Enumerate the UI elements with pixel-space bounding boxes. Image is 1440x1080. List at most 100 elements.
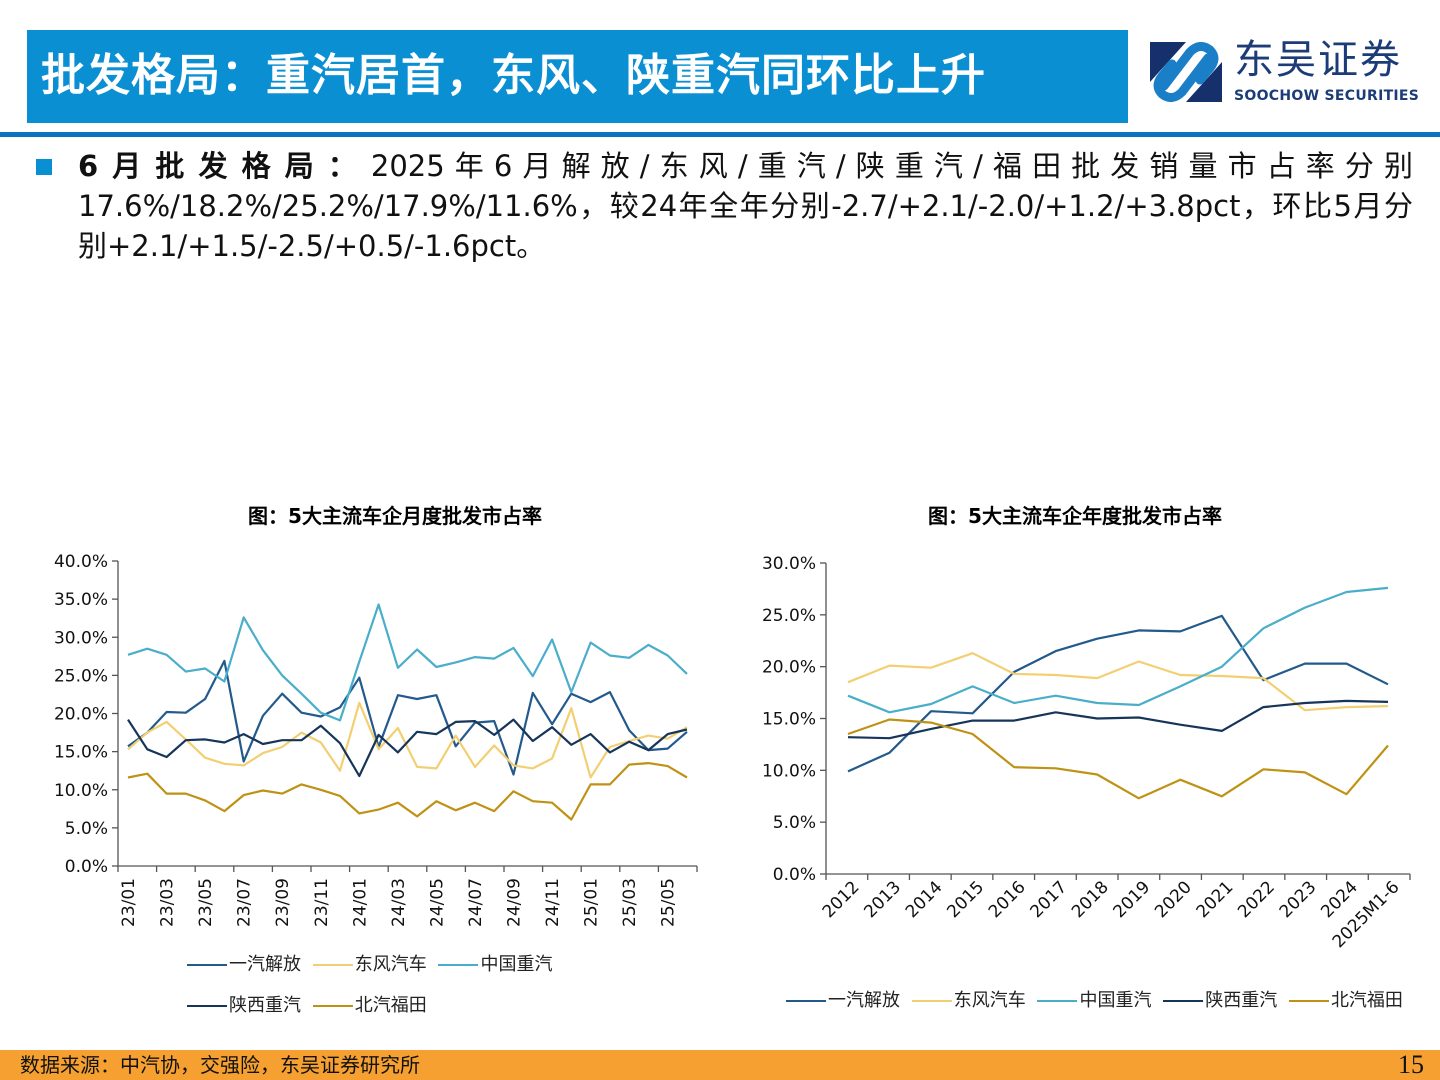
monthly-chart-title: 图：5大主流车企月度批发市占率 bbox=[248, 504, 542, 528]
x-tick-label: 2013 bbox=[860, 877, 905, 922]
y-tick-label: 25.0% bbox=[54, 666, 108, 686]
legend-item-dongfeng: 东风汽车 bbox=[911, 989, 1026, 1013]
legend-item-foton: 北汽福田 bbox=[312, 994, 427, 1018]
x-tick-label: 25/03 bbox=[620, 878, 640, 927]
header-divider bbox=[0, 132, 1440, 137]
y-tick-label: 15.0% bbox=[762, 710, 816, 730]
y-tick-label: 10.0% bbox=[762, 761, 816, 781]
legend-label: 一汽解放 bbox=[229, 954, 301, 975]
legend-swatch bbox=[187, 1005, 227, 1007]
legend-label: 中国重汽 bbox=[480, 954, 553, 975]
logo-mark-icon bbox=[1150, 42, 1222, 102]
y-tick-label: 0.0% bbox=[65, 857, 108, 877]
legend-swatch bbox=[1163, 1000, 1204, 1002]
x-tick-label: 24/07 bbox=[466, 878, 486, 927]
legend-swatch bbox=[312, 1005, 353, 1007]
summary-text: 2025年6月解放/东风/重汽/陕重汽/福田批发销量市占率分别17.6%/18.… bbox=[78, 149, 1413, 263]
legend-item-dongfeng: 东风汽车 bbox=[312, 953, 427, 977]
annual-chart-title: 图：5大主流车企年度批发市占率 bbox=[928, 504, 1222, 528]
legend-item-faw: 一汽解放 bbox=[187, 953, 301, 977]
legend-item-foton: 北汽福田 bbox=[1288, 989, 1403, 1013]
series-line-北汽福田 bbox=[127, 761, 688, 821]
legend-swatch bbox=[438, 964, 479, 966]
x-tick-label: 24/09 bbox=[505, 878, 525, 927]
x-tick-label: 2022 bbox=[1234, 877, 1279, 922]
slide-title: 批发格局：重汽居首，东风、陕重汽同环比上升 bbox=[41, 50, 986, 101]
x-tick-label: 23/05 bbox=[196, 878, 216, 927]
legend-item-shacman: 陕西重汽 bbox=[1163, 989, 1277, 1013]
legend-label: 北汽福田 bbox=[1330, 990, 1403, 1011]
legend-row: 一汽解放 东风汽车 中国重汽 bbox=[187, 949, 558, 977]
annual-chart-legend: 一汽解放 东风汽车 中国重汽 陕西重汽 北汽福田 bbox=[786, 985, 1409, 1013]
series-line-一汽解放 bbox=[847, 614, 1389, 773]
legend-label: 陕西重汽 bbox=[229, 995, 301, 1016]
x-tick-label: 23/03 bbox=[158, 878, 178, 927]
y-tick-label: 5.0% bbox=[773, 813, 816, 833]
x-tick-label: 23/07 bbox=[235, 878, 255, 927]
y-tick-label: 25.0% bbox=[762, 606, 816, 626]
legend-swatch bbox=[1288, 1000, 1329, 1002]
legend-label: 东风汽车 bbox=[354, 954, 427, 975]
x-tick-label: 24/01 bbox=[350, 878, 370, 927]
y-tick-label: 0.0% bbox=[773, 865, 816, 885]
x-tick-label: 2020 bbox=[1151, 877, 1196, 922]
legend-item-sinotruk: 中国重汽 bbox=[438, 953, 552, 977]
legend-swatch bbox=[312, 964, 353, 966]
legend-item-sinotruk: 中国重汽 bbox=[1037, 989, 1151, 1013]
x-tick-label: 2014 bbox=[902, 877, 947, 922]
x-tick-label: 2015 bbox=[943, 877, 988, 922]
soochow-logo: 东吴证券 SOOCHOW SECURITIES bbox=[1150, 38, 1420, 108]
x-tick-label: 2023 bbox=[1276, 877, 1321, 922]
series-line-中国重汽 bbox=[847, 586, 1389, 714]
x-tick-label: 2012 bbox=[819, 877, 864, 922]
legend-swatch bbox=[786, 1000, 826, 1002]
monthly-chart-legend: 一汽解放 东风汽车 中国重汽 陕西重汽 北汽福田 bbox=[187, 949, 558, 1018]
x-tick-label: 23/11 bbox=[312, 878, 332, 927]
legend-row: 陕西重汽 北汽福田 bbox=[187, 990, 558, 1018]
legend-item-shacman: 陕西重汽 bbox=[187, 994, 301, 1018]
summary-paragraph: 6月批发格局：2025年6月解放/东风/重汽/陕重汽/福田批发销量市占率分别17… bbox=[78, 146, 1413, 266]
logo-chinese-name: 东吴证券 bbox=[1234, 37, 1402, 83]
series-line-中国重汽 bbox=[127, 603, 688, 722]
x-tick-label: 2021 bbox=[1193, 877, 1238, 922]
legend-label: 东风汽车 bbox=[953, 990, 1026, 1011]
legend-label: 陕西重汽 bbox=[1205, 990, 1278, 1011]
data-source: 数据来源：中汽协，交强险，东吴证券研究所 bbox=[20, 1053, 420, 1077]
legend-label: 中国重汽 bbox=[1079, 990, 1152, 1011]
series-line-北汽福田 bbox=[847, 718, 1389, 800]
y-tick-label: 40.0% bbox=[54, 552, 108, 572]
y-tick-label: 5.0% bbox=[65, 819, 108, 839]
legend-item-faw: 一汽解放 bbox=[786, 989, 900, 1013]
series-line-陕西重汽 bbox=[127, 718, 688, 778]
series-line-东风汽车 bbox=[127, 701, 688, 779]
y-tick-label: 35.0% bbox=[54, 590, 108, 610]
y-tick-label: 30.0% bbox=[54, 628, 108, 648]
x-tick-label: 2019 bbox=[1110, 877, 1155, 922]
footer-bar: 数据来源：中汽协，交强险，东吴证券研究所 15 bbox=[0, 1050, 1440, 1080]
legend-label: 一汽解放 bbox=[828, 990, 900, 1011]
x-tick-label: 24/05 bbox=[427, 878, 447, 927]
x-tick-label: 2017 bbox=[1026, 877, 1071, 922]
x-tick-label: 23/01 bbox=[119, 878, 139, 927]
x-tick-label: 25/05 bbox=[659, 878, 679, 927]
legend-swatch bbox=[911, 1000, 952, 1002]
legend-label: 北汽福田 bbox=[354, 995, 427, 1016]
series-line-一汽解放 bbox=[127, 659, 688, 776]
series-line-东风汽车 bbox=[847, 652, 1389, 712]
y-tick-label: 30.0% bbox=[762, 554, 816, 574]
y-tick-label: 10.0% bbox=[54, 781, 108, 801]
x-tick-label: 24/11 bbox=[543, 878, 563, 927]
page-number: 15 bbox=[1398, 1050, 1424, 1079]
x-tick-label: 24/03 bbox=[389, 878, 409, 927]
legend-swatch bbox=[1037, 1000, 1078, 1002]
x-tick-label: 2016 bbox=[985, 877, 1030, 922]
bullet-square-icon bbox=[36, 159, 52, 175]
y-tick-label: 20.0% bbox=[762, 658, 816, 678]
logo-english-name: SOOCHOW SECURITIES bbox=[1234, 88, 1420, 104]
y-tick-label: 20.0% bbox=[54, 705, 108, 725]
series-line-陕西重汽 bbox=[847, 699, 1389, 740]
y-tick-label: 15.0% bbox=[54, 743, 108, 763]
x-tick-label: 2018 bbox=[1068, 877, 1113, 922]
title-bar: 批发格局：重汽居首，东风、陕重汽同环比上升 bbox=[27, 30, 1128, 123]
